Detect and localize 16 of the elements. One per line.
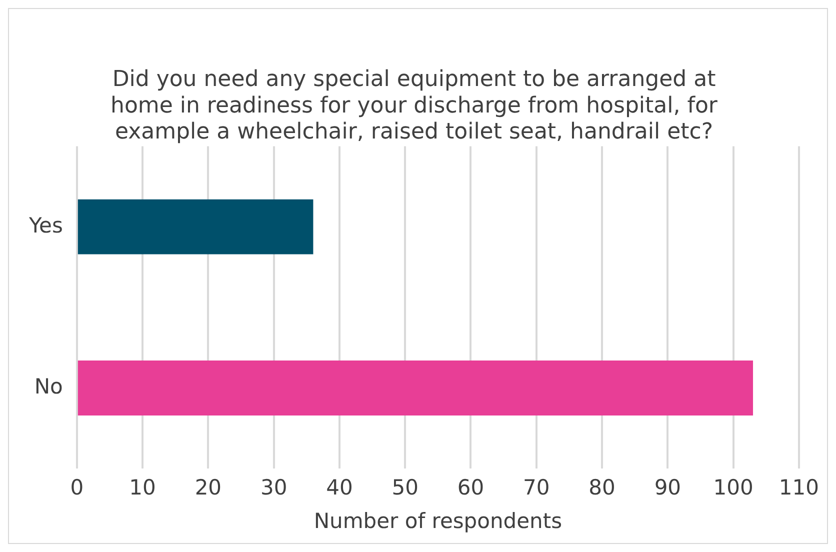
chart-title: Did you need any special equipment to be arranged at home in readiness for your discharge from hospital, for example a wheelchair, raised toilet seat, handrail etc? [110,66,718,145]
x-tick-label: 110 [778,476,820,500]
y-tick-label: No [34,374,63,398]
x-tick-label: 40 [326,476,353,500]
x-tick-label: 100 [713,476,754,500]
x-tick-label: 0 [70,476,84,500]
x-tick-label: 20 [194,476,222,500]
x-tick-label: 50 [392,476,418,500]
x-tick-label: 90 [654,476,682,500]
x-tick-label: 60 [457,476,484,500]
x-tick-label: 30 [260,476,288,500]
x-tick-label: 10 [129,476,156,500]
x-tick-label: 80 [588,476,616,500]
x-tick-label: 70 [523,476,550,500]
x-axis-title: Number of respondents [314,508,562,533]
y-tick-label: Yes [28,213,63,238]
